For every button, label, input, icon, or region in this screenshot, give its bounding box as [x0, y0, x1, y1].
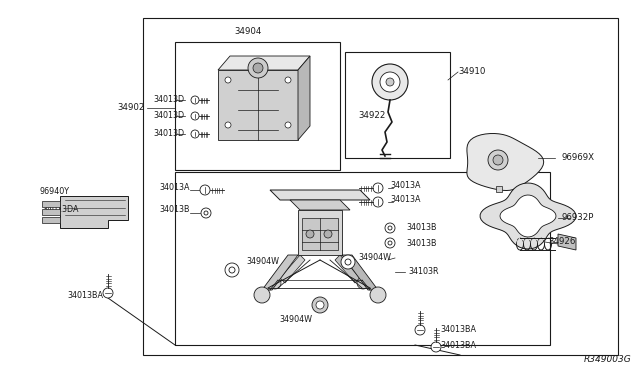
Circle shape — [248, 58, 268, 78]
Text: 34904W: 34904W — [358, 253, 391, 263]
Circle shape — [373, 183, 383, 193]
Bar — [143, 18, 618, 355]
Circle shape — [357, 277, 369, 289]
Circle shape — [254, 287, 270, 303]
Polygon shape — [262, 255, 298, 290]
Polygon shape — [42, 217, 60, 223]
Circle shape — [488, 150, 508, 170]
Text: 96940Y: 96940Y — [40, 187, 70, 196]
Text: 34013DA: 34013DA — [42, 205, 79, 215]
Text: 34013A: 34013A — [390, 196, 420, 205]
Circle shape — [225, 77, 231, 83]
Polygon shape — [290, 200, 350, 210]
Bar — [175, 172, 550, 345]
Text: 34926: 34926 — [548, 237, 575, 247]
Circle shape — [385, 223, 395, 233]
Text: 34103R: 34103R — [408, 267, 438, 276]
Text: 34013BA: 34013BA — [440, 341, 476, 350]
Polygon shape — [480, 183, 576, 249]
Polygon shape — [42, 201, 60, 207]
Circle shape — [372, 64, 408, 100]
Circle shape — [225, 263, 239, 277]
Circle shape — [370, 287, 386, 303]
Polygon shape — [280, 255, 305, 283]
Circle shape — [316, 301, 324, 309]
Text: 34013B: 34013B — [406, 224, 436, 232]
Bar — [175, 42, 340, 170]
Text: 34013A: 34013A — [390, 182, 420, 190]
Circle shape — [312, 297, 328, 313]
Text: 34910: 34910 — [458, 67, 485, 77]
Polygon shape — [335, 255, 360, 283]
Text: 34013BA: 34013BA — [440, 326, 476, 334]
Circle shape — [225, 122, 231, 128]
Polygon shape — [467, 134, 544, 190]
Polygon shape — [218, 70, 298, 140]
Circle shape — [388, 226, 392, 230]
Circle shape — [191, 96, 199, 104]
Polygon shape — [298, 56, 310, 140]
Text: R349003G: R349003G — [584, 355, 632, 364]
Text: 96932P: 96932P — [562, 214, 595, 222]
Text: 34904W: 34904W — [280, 315, 312, 324]
Polygon shape — [270, 190, 370, 200]
Text: 34013D: 34013D — [154, 129, 185, 138]
Polygon shape — [298, 210, 342, 255]
Circle shape — [200, 185, 210, 195]
Circle shape — [253, 63, 263, 73]
Text: 34013B: 34013B — [406, 238, 436, 247]
Circle shape — [385, 238, 395, 248]
Text: 96969X: 96969X — [562, 154, 595, 163]
Text: 34922: 34922 — [358, 112, 385, 121]
Circle shape — [306, 230, 314, 238]
Polygon shape — [500, 195, 556, 237]
Text: 34013B: 34013B — [159, 205, 190, 215]
Text: 34013D: 34013D — [154, 112, 185, 121]
Text: 34904: 34904 — [234, 28, 262, 36]
Circle shape — [324, 230, 332, 238]
Circle shape — [380, 72, 400, 92]
Circle shape — [386, 78, 394, 86]
Circle shape — [285, 122, 291, 128]
Polygon shape — [342, 255, 378, 290]
Polygon shape — [302, 218, 338, 250]
Polygon shape — [496, 186, 502, 192]
Text: 34013D: 34013D — [154, 96, 185, 105]
Circle shape — [388, 241, 392, 245]
Circle shape — [493, 155, 503, 165]
Circle shape — [431, 342, 441, 352]
Circle shape — [229, 267, 235, 273]
Polygon shape — [60, 196, 128, 228]
Circle shape — [191, 112, 199, 120]
Text: 34013A: 34013A — [159, 183, 190, 192]
Circle shape — [285, 77, 291, 83]
Circle shape — [373, 197, 383, 207]
Circle shape — [415, 325, 425, 335]
Text: 34013BA: 34013BA — [67, 291, 103, 299]
Circle shape — [345, 259, 351, 265]
Polygon shape — [42, 209, 60, 215]
Polygon shape — [558, 234, 576, 250]
Circle shape — [269, 277, 281, 289]
Circle shape — [103, 288, 113, 298]
Circle shape — [201, 208, 211, 218]
Text: 34904W: 34904W — [246, 257, 279, 266]
Circle shape — [341, 255, 355, 269]
Bar — [345, 52, 450, 158]
Circle shape — [191, 130, 199, 138]
Text: 34902: 34902 — [118, 103, 145, 112]
Circle shape — [204, 211, 208, 215]
Polygon shape — [218, 56, 310, 70]
